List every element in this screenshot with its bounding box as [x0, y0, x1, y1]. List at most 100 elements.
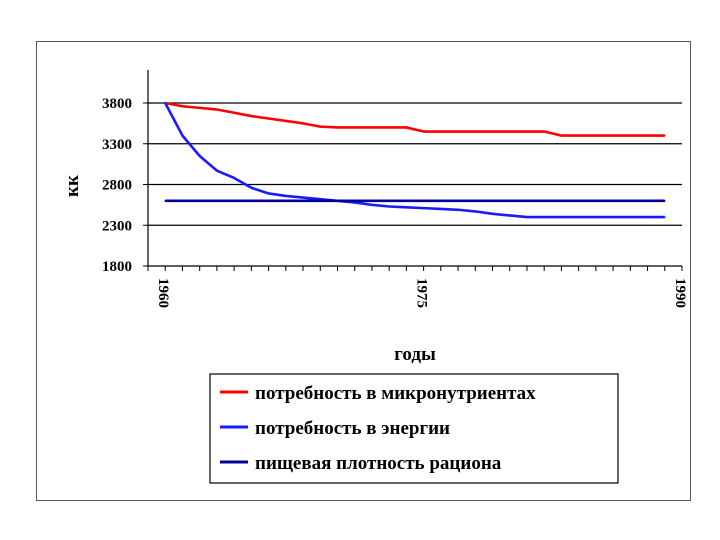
data-point-micronutrients-1977 — [457, 130, 459, 133]
data-point-nutrient-density-1977 — [457, 200, 459, 202]
data-point-energy-1975 — [422, 207, 425, 209]
data-point-energy-1961 — [181, 134, 184, 137]
data-point-energy-1968 — [302, 196, 304, 199]
data-point-micronutrients-1978 — [474, 130, 477, 133]
data-point-nutrient-density-1971 — [353, 200, 356, 202]
data-point-nutrient-density-1973 — [388, 200, 390, 202]
data-point-nutrient-density-1978 — [474, 200, 477, 202]
data-point-nutrient-density-1962 — [198, 200, 201, 202]
data-point-micronutrients-1988 — [646, 134, 649, 137]
data-point-micronutrients-1980 — [508, 130, 511, 133]
data-point-micronutrients-1970 — [336, 126, 339, 129]
legend: потребность в микронутриентах потребност… — [209, 373, 619, 484]
data-point-nutrient-density-1966 — [267, 200, 270, 202]
data-point-nutrient-density-1989 — [663, 200, 666, 202]
data-point-energy-1977 — [457, 208, 459, 211]
series-line-energy — [164, 102, 665, 219]
data-point-energy-1982 — [543, 216, 545, 218]
data-point-energy-1964 — [233, 177, 235, 179]
x-tick-label-1990: 1990 — [672, 278, 688, 308]
data-point-micronutrients-1961 — [181, 105, 184, 108]
data-point-energy-1988 — [646, 216, 649, 218]
data-point-micronutrients-1967 — [285, 120, 287, 122]
data-point-nutrient-density-1980 — [508, 200, 511, 202]
x-tick-label-1975: 1975 — [414, 278, 430, 308]
data-point-micronutrients-1963 — [216, 108, 218, 111]
data-point-nutrient-density-1976 — [440, 200, 442, 202]
data-point-energy-1980 — [508, 214, 511, 217]
data-point-micronutrients-1965 — [250, 115, 253, 117]
data-point-nutrient-density-1974 — [405, 200, 408, 202]
legend-label-energy: потребность в энергии — [255, 418, 450, 439]
data-point-energy-1974 — [405, 206, 408, 209]
data-point-micronutrients-1989 — [663, 134, 666, 137]
data-point-nutrient-density-1970 — [336, 200, 339, 202]
data-point-nutrient-density-1985 — [595, 200, 597, 202]
data-point-nutrient-density-1982 — [543, 200, 545, 202]
grid-layer — [148, 102, 682, 226]
data-point-nutrient-density-1960 — [164, 200, 167, 202]
series-line-micronutrients — [164, 101, 665, 137]
data-point-nutrient-density-1967 — [285, 200, 287, 202]
data-point-nutrient-density-1981 — [526, 200, 528, 202]
data-point-nutrient-density-1979 — [491, 200, 494, 202]
data-point-nutrient-density-1987 — [629, 200, 632, 202]
data-point-micronutrients-1969 — [319, 125, 322, 128]
data-point-nutrient-density-1963 — [216, 200, 218, 202]
data-point-nutrient-density-1983 — [560, 200, 563, 202]
data-point-energy-1965 — [250, 186, 253, 189]
data-point-energy-1960 — [164, 102, 167, 104]
data-point-micronutrients-1966 — [267, 117, 270, 120]
data-point-energy-1984 — [577, 216, 580, 218]
data-point-micronutrients-1972 — [371, 126, 373, 129]
data-point-micronutrients-1964 — [233, 111, 235, 114]
data-point-nutrient-density-1986 — [612, 200, 614, 202]
data-point-micronutrients-1983 — [560, 134, 563, 137]
data-point-micronutrients-1968 — [302, 122, 304, 125]
series-layer — [164, 101, 666, 219]
y-tick-label-2800: 2800 — [102, 178, 132, 194]
data-point-micronutrients-1981 — [526, 130, 528, 133]
data-point-energy-1973 — [388, 205, 390, 208]
data-point-micronutrients-1979 — [491, 130, 494, 133]
data-point-nutrient-density-1984 — [577, 200, 580, 202]
data-point-nutrient-density-1965 — [250, 200, 253, 202]
x-axis-title: годы — [394, 344, 436, 365]
data-point-energy-1987 — [629, 216, 632, 218]
data-point-energy-1966 — [267, 192, 270, 195]
data-point-energy-1989 — [663, 216, 666, 218]
y-tick-label-3800: 3800 — [102, 96, 132, 112]
legend-box — [209, 373, 619, 484]
data-point-nutrient-density-1988 — [646, 200, 649, 202]
y-tick-label-2300: 2300 — [102, 218, 132, 234]
data-point-energy-1962 — [198, 155, 201, 157]
data-point-energy-1981 — [526, 216, 528, 218]
data-point-micronutrients-1976 — [440, 130, 442, 133]
data-point-energy-1978 — [474, 210, 477, 213]
data-point-energy-1985 — [595, 216, 597, 218]
y-tick-label-3300: 3300 — [102, 137, 132, 153]
data-point-micronutrients-1962 — [198, 107, 201, 109]
data-point-energy-1972 — [371, 204, 373, 206]
legend-label-nutrient-density: пищевая плотность рациона — [255, 453, 502, 474]
data-point-micronutrients-1985 — [595, 134, 597, 137]
data-point-nutrient-density-1975 — [422, 200, 425, 202]
data-point-micronutrients-1986 — [612, 134, 614, 137]
data-point-micronutrients-1974 — [405, 126, 408, 129]
axis-layer — [143, 70, 683, 271]
data-point-energy-1963 — [216, 169, 218, 172]
data-point-micronutrients-1984 — [577, 134, 580, 137]
data-point-micronutrients-1971 — [353, 126, 356, 129]
data-point-nutrient-density-1972 — [371, 200, 373, 202]
data-point-nutrient-density-1961 — [181, 200, 184, 202]
data-point-energy-1986 — [612, 216, 614, 218]
label-layer: 1800 2300 2800 3300 3800 1960 1975 1990 — [102, 96, 688, 308]
x-tick-label-1960: 1960 — [155, 278, 171, 308]
y-axis-title: кк — [62, 175, 83, 197]
data-point-energy-1976 — [440, 208, 442, 210]
data-point-micronutrients-1987 — [629, 134, 632, 137]
data-point-nutrient-density-1964 — [233, 200, 235, 202]
data-point-nutrient-density-1968 — [302, 200, 304, 202]
data-point-energy-1983 — [560, 216, 563, 218]
